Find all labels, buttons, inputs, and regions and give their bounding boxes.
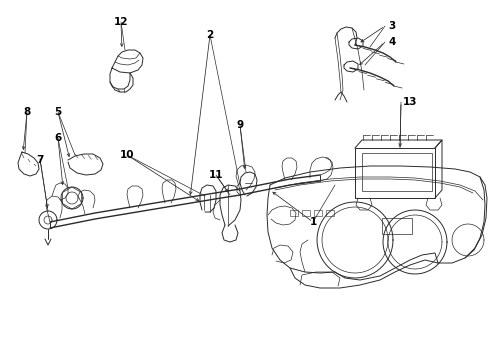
Text: 11: 11 xyxy=(208,170,223,180)
Text: 4: 4 xyxy=(387,37,395,47)
Text: 1: 1 xyxy=(309,217,316,227)
Text: 12: 12 xyxy=(114,17,128,27)
Text: 5: 5 xyxy=(54,107,61,117)
Text: 2: 2 xyxy=(206,30,213,40)
Bar xyxy=(325,210,333,216)
Text: 13: 13 xyxy=(402,97,416,107)
Bar xyxy=(361,153,431,191)
Bar xyxy=(313,210,321,216)
Text: 3: 3 xyxy=(387,21,395,31)
Text: 9: 9 xyxy=(236,120,243,130)
Text: 6: 6 xyxy=(54,133,61,143)
Text: 10: 10 xyxy=(120,150,134,160)
Bar xyxy=(302,210,309,216)
Text: 7: 7 xyxy=(36,155,43,165)
Bar xyxy=(354,148,434,198)
Bar xyxy=(289,210,297,216)
Text: 8: 8 xyxy=(23,107,31,117)
Bar xyxy=(381,218,411,234)
